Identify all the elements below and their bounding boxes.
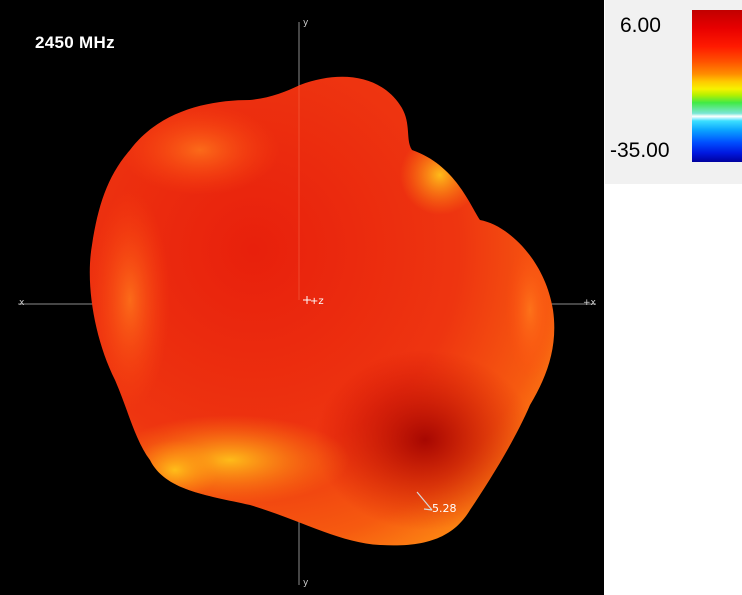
peak-value-label: 5.28 <box>432 502 457 515</box>
pattern-dark-region <box>315 350 535 530</box>
legend-max-label: 6.00 <box>620 14 661 37</box>
axis-label-right: +x <box>583 298 596 308</box>
frequency-label: 2450 MHz <box>35 33 115 52</box>
pattern-left-highlight <box>90 190 170 410</box>
axis-label-center: +z <box>310 296 324 307</box>
colorbar-legend: 6.00 -35.00 <box>605 0 742 184</box>
peak-marker-arrow <box>416 491 433 511</box>
axis-label-bottom: y <box>303 578 309 588</box>
axis-label-top: y <box>303 18 309 28</box>
pattern-lower-left-glow <box>130 440 220 500</box>
pattern-upper-highlight <box>120 105 280 195</box>
radiation-pattern-3d <box>18 22 596 585</box>
pattern-viewport[interactable]: 2450 MHz y y x +x +z 5.28 <box>0 0 604 595</box>
colorbar <box>692 10 742 162</box>
axis-label-left: x <box>19 298 25 308</box>
pattern-upper-right-glow <box>400 135 480 215</box>
center-cross <box>303 296 311 304</box>
pattern-right-lobe-highlight <box>505 240 555 380</box>
pattern-lower-glow <box>110 415 350 505</box>
legend-min-label: -35.00 <box>610 139 670 162</box>
